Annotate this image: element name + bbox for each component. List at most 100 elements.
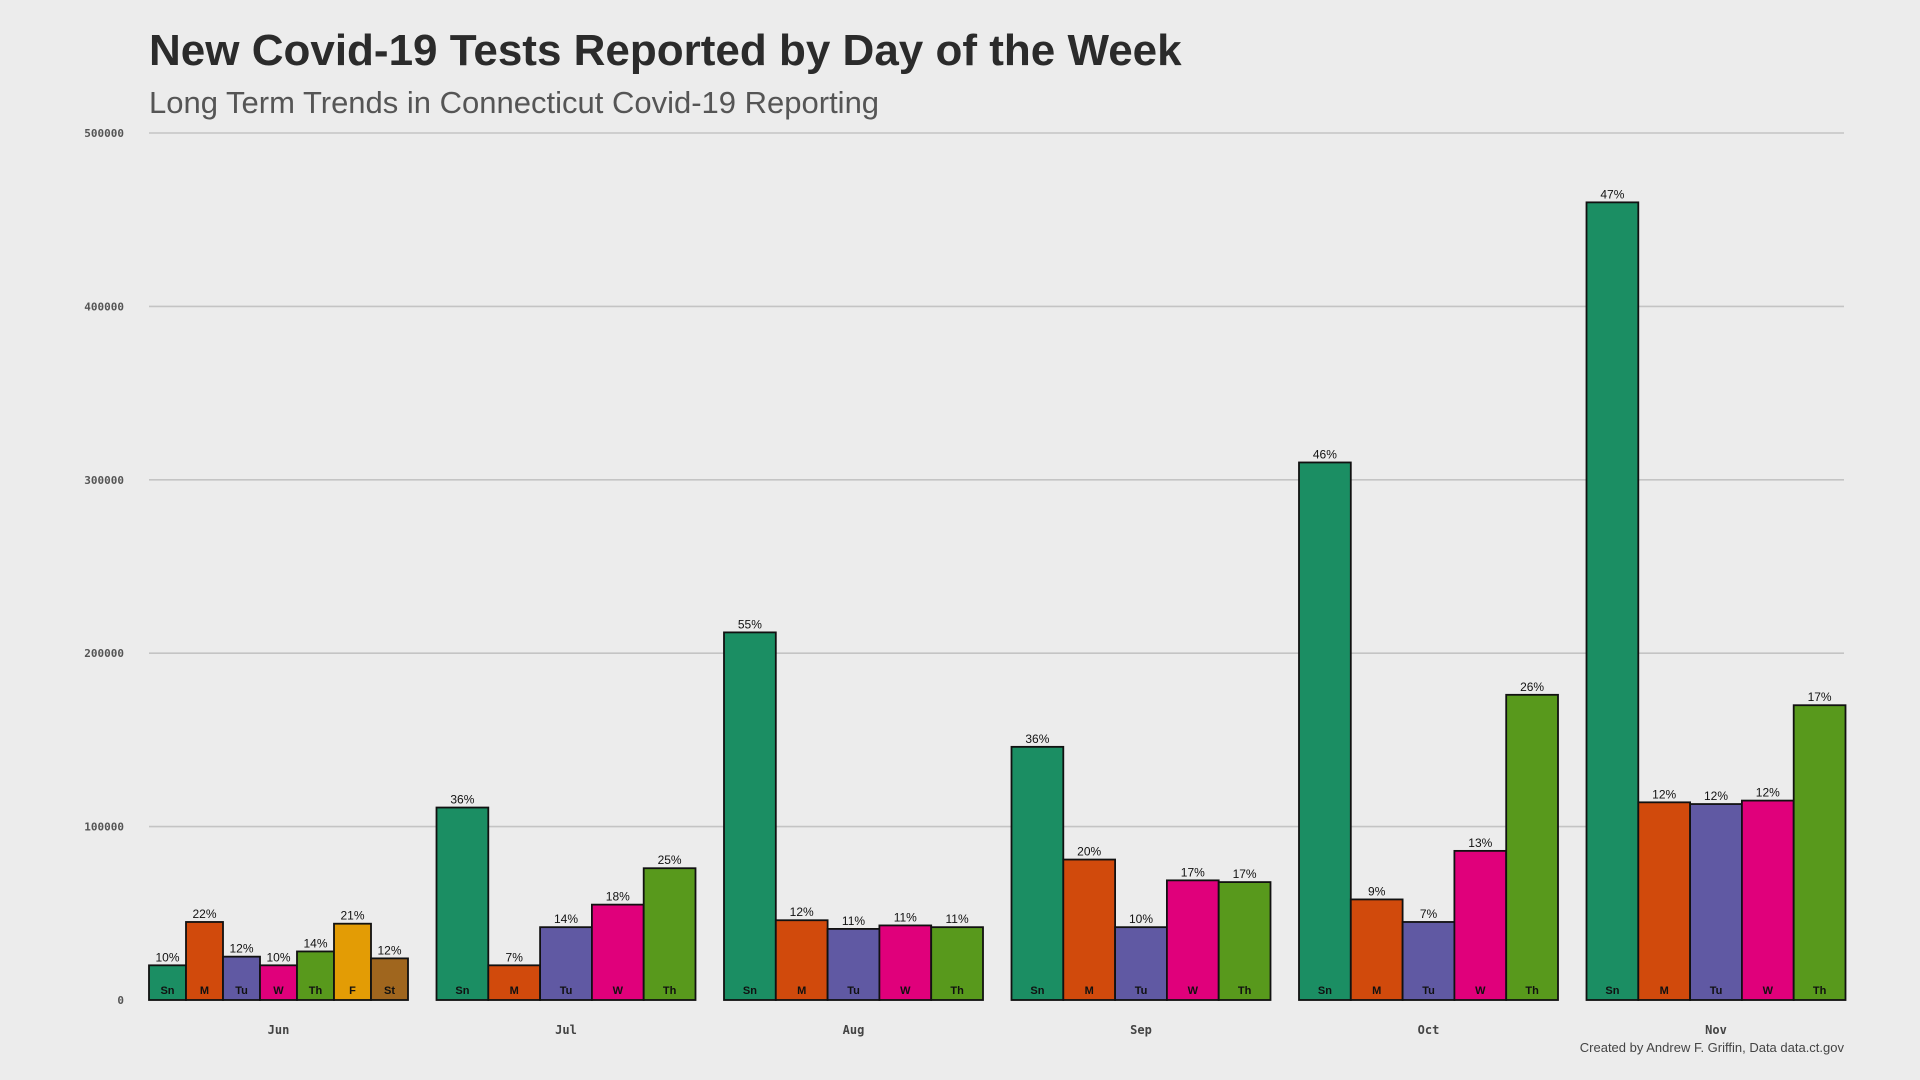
day-label: Tu	[235, 985, 248, 997]
data-label: 11%	[842, 914, 865, 928]
x-tick-label: Aug	[843, 1023, 865, 1037]
data-label: 12%	[377, 943, 401, 957]
bar	[878, 924, 933, 1001]
day-label: M	[510, 985, 519, 997]
day-label: Tu	[1422, 985, 1435, 997]
y-tick-label: 100000	[84, 821, 124, 834]
data-label: 13%	[1468, 836, 1492, 850]
data-label: 11%	[946, 912, 969, 926]
data-label: 17%	[1233, 867, 1257, 881]
y-tick-label: 500000	[84, 127, 124, 140]
data-label: 17%	[1808, 690, 1832, 704]
y-tick-label: 300000	[84, 474, 124, 487]
day-label: F	[349, 985, 356, 997]
x-tick-label: Jul	[555, 1023, 577, 1037]
bar	[826, 928, 881, 1001]
day-label: W	[273, 985, 284, 997]
x-axis-ticks: Jun Jul Aug Sep Oct Nov	[268, 1023, 1727, 1037]
day-label: Sn	[1605, 985, 1619, 997]
data-label: 12%	[790, 905, 814, 919]
day-label: M	[797, 985, 806, 997]
data-label: 12%	[1652, 787, 1676, 801]
data-label: 7%	[1420, 907, 1438, 921]
day-label: Tu	[1710, 985, 1723, 997]
day-label: M	[1372, 985, 1381, 997]
day-label: Sn	[1318, 985, 1332, 997]
bar	[1010, 745, 1065, 1001]
data-label: 18%	[606, 890, 630, 904]
bar	[1114, 926, 1168, 1001]
data-label: 10%	[155, 950, 179, 964]
bar	[1689, 803, 1743, 1001]
day-label: Tu	[847, 985, 860, 997]
y-tick-label: 400000	[84, 300, 124, 313]
bar	[1637, 801, 1692, 1001]
bar	[1401, 921, 1456, 1001]
day-label: M	[1660, 985, 1669, 997]
month-group-sep: 36% Sn 20% M 10% Tu 17% W 17% Th	[1010, 732, 1272, 1001]
data-label: 36%	[1025, 732, 1049, 746]
day-label: Sn	[160, 985, 174, 997]
data-label: 10%	[1129, 912, 1153, 926]
data-label: 21%	[340, 909, 364, 923]
day-label: M	[200, 985, 209, 997]
bar	[1505, 693, 1559, 1001]
gridlines	[149, 132, 1844, 828]
month-group-aug: 55% Sn 12% M 11% Tu 11% W 11% Th	[723, 617, 984, 1001]
bar	[723, 631, 777, 1001]
bar	[1792, 704, 1847, 1001]
day-label: Th	[950, 985, 964, 997]
data-label: 14%	[303, 936, 327, 950]
month-group-nov: 47% Sn 12% M 12% Tu 12% W 17% Th	[1585, 187, 1847, 1001]
data-label: 20%	[1077, 845, 1101, 859]
bars: 10% Sn 22% M 12% Tu 10% W 14% Th 21% F 12% St 36% Sn 7% M…	[148, 187, 1847, 1001]
day-label: W	[1475, 985, 1486, 997]
x-tick-label: Sep	[1130, 1023, 1152, 1037]
day-label: Sn	[455, 985, 469, 997]
bar	[930, 926, 984, 1001]
data-label: 14%	[554, 912, 578, 926]
data-label: 9%	[1368, 884, 1386, 898]
day-label: W	[900, 985, 911, 997]
day-label: Th	[1813, 985, 1827, 997]
chart-title: New Covid-19 Tests Reported by Day of th…	[149, 26, 1182, 75]
day-label: Sn	[1030, 985, 1044, 997]
y-tick-label: 0	[117, 994, 124, 1007]
bar	[435, 806, 490, 1001]
bar	[774, 919, 829, 1001]
source-caption: Created by Andrew F. Griffin, Data data.…	[1579, 1040, 1844, 1055]
y-tick-label: 200000	[84, 647, 124, 660]
day-label: W	[1763, 985, 1774, 997]
data-label: 36%	[450, 793, 474, 807]
day-label: Tu	[1135, 985, 1148, 997]
day-label: W	[613, 985, 624, 997]
data-label: 7%	[506, 950, 524, 964]
day-label: W	[1188, 985, 1199, 997]
data-label: 25%	[658, 853, 682, 867]
data-label: 26%	[1520, 680, 1544, 694]
bar	[333, 922, 372, 1001]
bar	[642, 867, 697, 1001]
day-label: M	[1085, 985, 1094, 997]
month-group-jul: 36% Sn 7% M 14% Tu 18% W 25% Th	[435, 793, 697, 1001]
day-label: St	[384, 985, 395, 997]
bar	[1298, 461, 1352, 1001]
data-label: 11%	[894, 910, 917, 924]
day-label: Th	[663, 985, 677, 997]
bar	[296, 950, 335, 1001]
data-label: 12%	[1756, 786, 1780, 800]
x-tick-label: Oct	[1418, 1023, 1440, 1037]
bar	[148, 964, 187, 1001]
bar	[1349, 898, 1404, 1001]
day-label: Th	[1525, 985, 1539, 997]
day-label: Sn	[743, 985, 757, 997]
bar	[1585, 201, 1640, 1001]
bar	[1453, 849, 1508, 1001]
x-tick-label: Jun	[268, 1023, 290, 1037]
bar	[539, 926, 593, 1001]
x-tick-label: Nov	[1705, 1023, 1727, 1037]
data-label: 22%	[192, 907, 216, 921]
day-label: Th	[1238, 985, 1252, 997]
bar	[1062, 858, 1117, 1001]
day-label: Th	[309, 985, 323, 997]
